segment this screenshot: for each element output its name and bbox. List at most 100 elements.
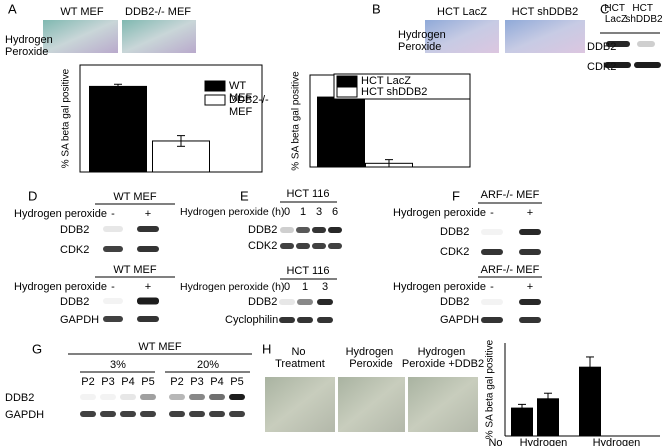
label: Hydrogen peroxide bbox=[14, 281, 107, 293]
label: WT MEF bbox=[138, 341, 181, 353]
blot-band bbox=[80, 411, 96, 417]
x-tick-label: Hydrogen Peroxide +DDB2 bbox=[577, 437, 659, 446]
x-tick-label: Hydrogen Peroxide bbox=[520, 437, 571, 446]
panel-letter: C bbox=[600, 1, 609, 16]
label: 3% bbox=[110, 359, 126, 371]
legend-swatch bbox=[204, 94, 226, 106]
panel-letter: A bbox=[8, 1, 17, 16]
label: HCT shDDB2 bbox=[625, 3, 663, 25]
label: ARF-/- MEF bbox=[481, 189, 540, 201]
label: No Treatment bbox=[275, 346, 325, 370]
label: P3 bbox=[190, 376, 203, 388]
label: Cyclophilin bbox=[225, 314, 278, 326]
label: 0 bbox=[284, 206, 290, 218]
micrograph bbox=[408, 377, 478, 432]
y-axis-label: % SA beta gal positive bbox=[485, 339, 496, 439]
label: - bbox=[490, 207, 494, 219]
blot-band bbox=[604, 62, 631, 68]
label: Hydrogen Peroxide bbox=[5, 34, 56, 58]
label: Hydrogen peroxide (h) bbox=[180, 206, 284, 218]
micrograph bbox=[505, 20, 585, 53]
error-bar bbox=[114, 83, 122, 90]
blot-band bbox=[280, 227, 294, 233]
panel-letter: F bbox=[452, 188, 460, 203]
label: CDK2 bbox=[60, 244, 89, 256]
blot-band bbox=[189, 394, 205, 400]
blot-band bbox=[189, 411, 205, 417]
error-bar bbox=[385, 159, 393, 168]
blot-band bbox=[100, 411, 116, 417]
label: 0 bbox=[284, 281, 290, 293]
bar bbox=[317, 96, 365, 168]
label: 6 bbox=[332, 206, 338, 218]
label: Hydrogen Peroxide bbox=[398, 29, 449, 53]
blot-band bbox=[169, 411, 185, 417]
label: HCT 116 bbox=[286, 265, 329, 277]
blot-band bbox=[328, 227, 342, 233]
blot-band bbox=[137, 316, 159, 322]
label: + bbox=[527, 207, 533, 219]
blot-band bbox=[481, 229, 503, 235]
label: WT MEF bbox=[60, 6, 103, 18]
blot-band bbox=[137, 226, 159, 232]
error-bar bbox=[544, 392, 552, 405]
label: DDB2 bbox=[440, 226, 469, 238]
blot-band bbox=[317, 299, 333, 305]
micrograph bbox=[425, 20, 499, 53]
blot-band bbox=[481, 299, 503, 305]
blot-band bbox=[297, 317, 313, 323]
label: CDK2 bbox=[248, 240, 277, 252]
error-bar bbox=[177, 135, 185, 147]
blot-band bbox=[120, 411, 136, 417]
label: P5 bbox=[141, 376, 154, 388]
blot-band bbox=[279, 317, 295, 323]
blot-band bbox=[169, 394, 185, 400]
label: Hydrogen peroxide bbox=[393, 207, 486, 219]
blot-band bbox=[481, 249, 503, 255]
blot-band bbox=[100, 394, 116, 400]
blot-band bbox=[519, 317, 541, 323]
blot-band bbox=[140, 411, 156, 417]
blot-band bbox=[634, 62, 661, 68]
label: 3 bbox=[322, 281, 328, 293]
label: P2 bbox=[170, 376, 183, 388]
label: + bbox=[145, 208, 151, 220]
error-bar bbox=[586, 356, 594, 378]
panel-letter: B bbox=[372, 1, 381, 16]
blot-band bbox=[137, 246, 159, 252]
blot-band bbox=[140, 394, 156, 400]
panel-letter: G bbox=[32, 341, 42, 356]
blot-band bbox=[519, 249, 541, 255]
legend-swatch bbox=[336, 75, 358, 87]
label: DDB2 bbox=[248, 224, 277, 236]
label: Hydrogen peroxide (h) bbox=[180, 281, 284, 293]
label: + bbox=[145, 281, 151, 293]
label: GAPDH bbox=[5, 409, 44, 421]
blot-band bbox=[103, 246, 123, 252]
label: P5 bbox=[230, 376, 243, 388]
label: DDB2 bbox=[5, 392, 34, 404]
blot-band bbox=[209, 394, 225, 400]
legend-swatch bbox=[204, 80, 226, 92]
label: DDB2 bbox=[248, 296, 277, 308]
blot-band bbox=[312, 243, 326, 249]
error-bar bbox=[518, 403, 526, 413]
label: P3 bbox=[101, 376, 114, 388]
y-axis-label: % SA beta gal positive bbox=[291, 71, 302, 171]
x-tick-label: No Treatment bbox=[472, 437, 522, 446]
blot-band bbox=[519, 299, 541, 305]
label: WT MEF bbox=[113, 264, 156, 276]
blot-band bbox=[606, 41, 630, 47]
micrograph bbox=[43, 20, 118, 53]
legend-label: DDB2-/- MEF bbox=[229, 94, 272, 118]
label: Hydrogen Peroxide +DDB2 bbox=[402, 346, 484, 370]
blot-band bbox=[229, 411, 245, 417]
label: Hydrogen peroxide bbox=[393, 281, 486, 293]
micrograph bbox=[338, 377, 405, 432]
label: DDB2 bbox=[440, 296, 469, 308]
label: Hydrogen Peroxide bbox=[346, 346, 397, 370]
label: HCT shDDB2 bbox=[512, 6, 578, 18]
panel-letter: D bbox=[28, 188, 37, 203]
label: ARF-/- MEF bbox=[481, 264, 540, 276]
